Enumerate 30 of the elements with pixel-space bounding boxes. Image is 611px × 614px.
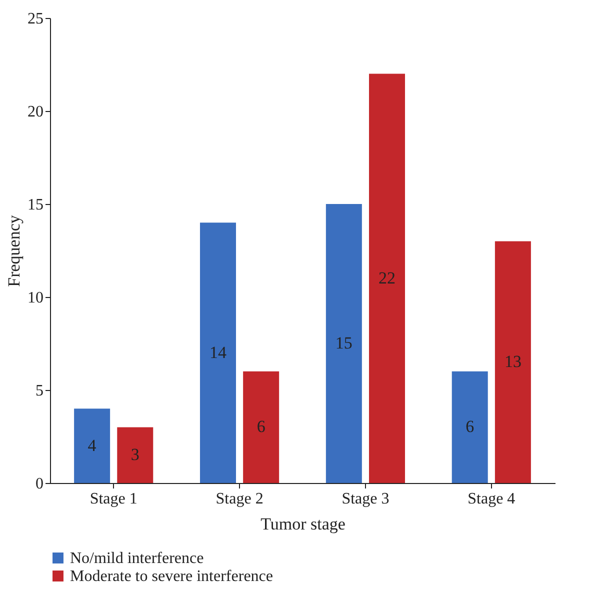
bar <box>74 408 110 483</box>
data-label: 15 <box>335 334 352 352</box>
bar <box>494 241 531 483</box>
y-axis-title: Frequency <box>4 214 24 287</box>
y-tick-label: 15 <box>28 196 44 214</box>
data-label: 4 <box>88 436 97 455</box>
x-axis-title: Tumor stage <box>260 514 346 534</box>
x-tick-label: Stage 2 <box>216 490 264 508</box>
x-tick-label: Stage 4 <box>468 490 516 508</box>
data-label: 13 <box>504 352 522 372</box>
y-tick-label: 0 <box>36 476 44 492</box>
bar <box>369 74 406 483</box>
legend-label: No/mild interference <box>70 550 204 567</box>
y-tick-label: 25 <box>28 10 44 28</box>
bar <box>243 371 280 483</box>
y-tick-label: 5 <box>36 382 44 400</box>
data-label: 22 <box>378 268 396 288</box>
x-tick-label: Stage 3 <box>342 490 390 508</box>
y-tick-label: 10 <box>28 290 44 306</box>
bar <box>117 427 154 483</box>
x-tick-label: Stage 1 <box>90 490 138 508</box>
data-label: 6 <box>256 417 266 436</box>
y-tick-label: 20 <box>28 104 44 120</box>
data-label: 3 <box>130 445 140 464</box>
bar <box>326 204 362 483</box>
bar <box>200 222 236 483</box>
bar <box>452 371 488 483</box>
data-label: 14 <box>209 342 227 362</box>
legend-label: Moderate to severe interference <box>70 568 273 585</box>
data-label: 6 <box>466 417 474 436</box>
